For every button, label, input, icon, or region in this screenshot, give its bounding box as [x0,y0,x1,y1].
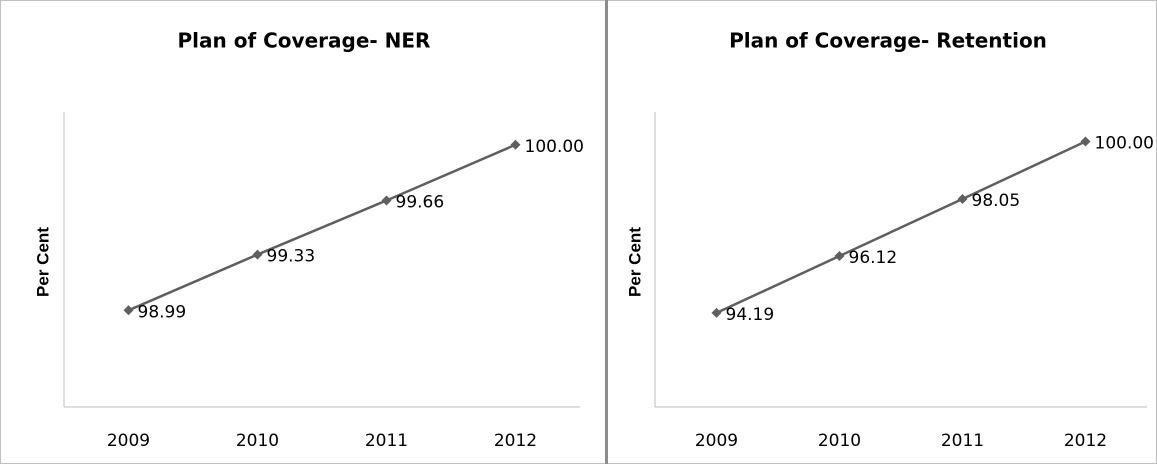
data-label: 94.19 [726,305,775,325]
data-label: 96.12 [849,248,898,268]
chart-panel: Plan of Coverage- NER Per Cent 2009 2010 201… [33,29,584,452]
x-tick-label: 2011 [941,431,984,451]
x-tick-label: 2010 [236,431,279,451]
marker [957,194,968,205]
data-label: 99.66 [396,193,445,213]
x-tick-label: 2011 [365,431,408,451]
marker [1080,136,1091,147]
data-label: 100.00 [1095,134,1154,154]
marker [711,307,722,318]
marker [510,139,521,150]
marker [834,250,845,261]
x-tick-label: 2012 [1064,431,1107,451]
data-label: 100.00 [525,137,584,157]
marker [381,195,392,206]
x-tick-label: 2009 [695,431,738,451]
chart-title: Plan of Coverage- Retention [729,29,1047,53]
data-label: 98.05 [972,191,1021,211]
x-tick-label: 2010 [818,431,861,451]
data-line [715,140,1087,315]
data-label: 98.99 [138,302,187,322]
marker [252,249,263,260]
x-tick-label: 2012 [494,431,537,451]
marker [123,305,134,316]
chart-panel: Plan of Coverage- Retention Per Cent 2009 2… [625,29,1154,452]
panel-divider [605,0,608,464]
data-label: 99.33 [267,247,316,267]
y-axis-label: Per Cent [33,227,52,297]
data-line [128,143,516,312]
chart-title: Plan of Coverage- NER [178,29,431,53]
y-axis-label: Per Cent [625,227,644,297]
x-tick-label: 2009 [107,431,150,451]
